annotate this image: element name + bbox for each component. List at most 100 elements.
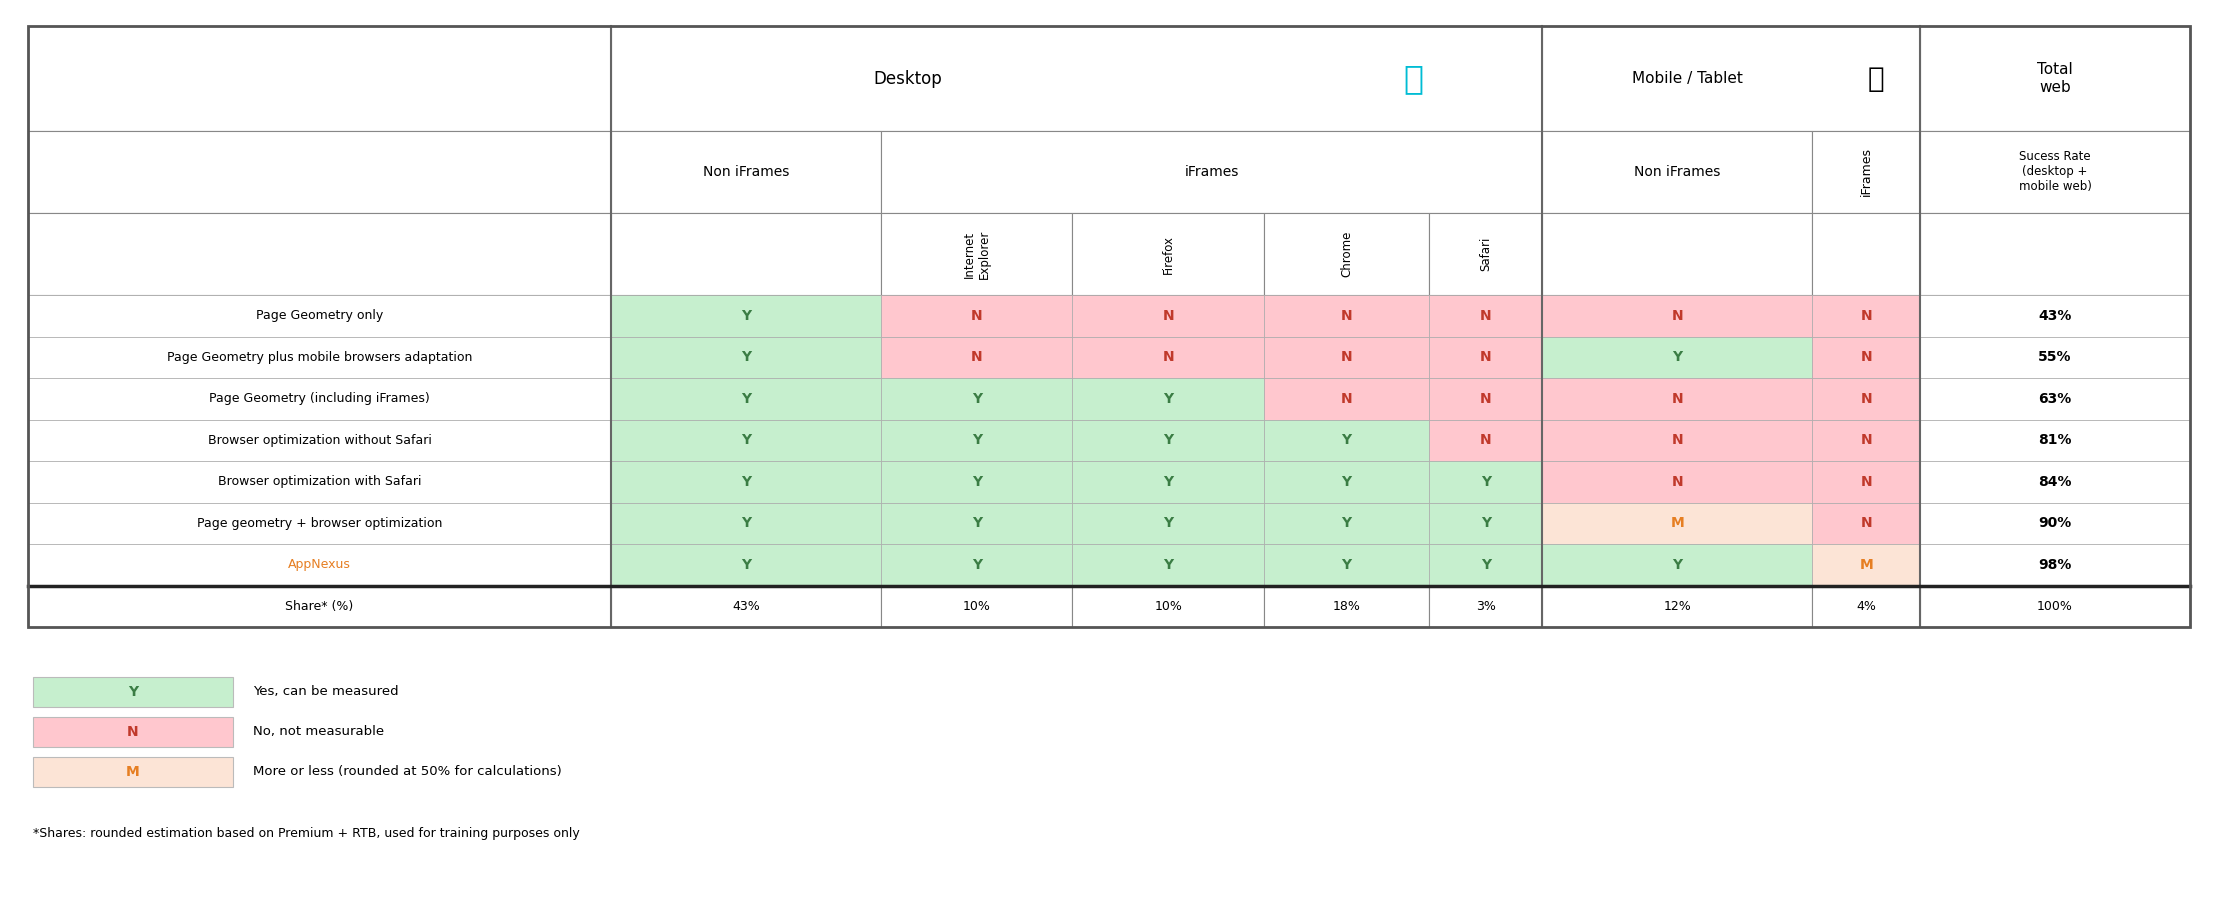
Bar bbox=[1543, 131, 1813, 213]
Bar bbox=[1813, 295, 1920, 336]
Bar bbox=[881, 585, 1072, 627]
Bar bbox=[29, 26, 2190, 627]
Bar bbox=[1543, 26, 1920, 131]
Text: N: N bbox=[972, 351, 983, 364]
Text: Total
web: Total web bbox=[2037, 63, 2072, 95]
Bar bbox=[1430, 544, 1543, 585]
Bar bbox=[1072, 461, 1264, 503]
Text: *Shares: rounded estimation based on Premium + RTB, used for training purposes o: *Shares: rounded estimation based on Pre… bbox=[33, 827, 580, 840]
Text: Y: Y bbox=[128, 685, 137, 699]
Text: More or less (rounded at 50% for calculations): More or less (rounded at 50% for calcula… bbox=[252, 766, 562, 778]
Bar bbox=[1813, 461, 1920, 503]
Bar bbox=[1543, 544, 1813, 585]
Bar bbox=[881, 544, 1072, 585]
Text: 81%: 81% bbox=[2039, 433, 2072, 448]
Bar bbox=[1920, 544, 2190, 585]
Text: Non iFrames: Non iFrames bbox=[1634, 165, 1720, 179]
Text: Yes, can be measured: Yes, can be measured bbox=[252, 686, 399, 699]
Bar bbox=[881, 213, 1072, 295]
Bar bbox=[33, 717, 232, 747]
Text: Y: Y bbox=[1162, 558, 1173, 572]
Bar bbox=[1543, 585, 1813, 627]
Bar bbox=[1430, 503, 1543, 544]
Bar bbox=[1072, 295, 1264, 336]
Bar bbox=[1072, 503, 1264, 544]
Text: N: N bbox=[1672, 309, 1683, 323]
Text: 18%: 18% bbox=[1333, 600, 1362, 612]
Text: 4%: 4% bbox=[1855, 600, 1875, 612]
Text: 84%: 84% bbox=[2039, 475, 2072, 488]
Bar bbox=[1920, 419, 2190, 461]
Text: Y: Y bbox=[742, 516, 751, 530]
Text: 43%: 43% bbox=[733, 600, 759, 612]
Bar bbox=[881, 419, 1072, 461]
Text: N: N bbox=[126, 725, 139, 739]
Bar bbox=[1920, 131, 2190, 213]
Text: N: N bbox=[972, 309, 983, 323]
Text: N: N bbox=[1860, 309, 1873, 323]
Bar bbox=[1813, 378, 1920, 419]
Text: 10%: 10% bbox=[963, 600, 990, 612]
Text: N: N bbox=[1860, 475, 1873, 488]
Bar bbox=[1430, 585, 1543, 627]
Bar bbox=[881, 461, 1072, 503]
Text: Sucess Rate
(desktop +
mobile web): Sucess Rate (desktop + mobile web) bbox=[2019, 150, 2092, 194]
Text: N: N bbox=[1479, 309, 1492, 323]
Text: Y: Y bbox=[1481, 516, 1490, 530]
Text: Browser optimization with Safari: Browser optimization with Safari bbox=[217, 476, 421, 488]
Bar bbox=[881, 336, 1072, 378]
Bar bbox=[1920, 213, 2190, 295]
Text: Y: Y bbox=[742, 475, 751, 488]
Text: N: N bbox=[1479, 433, 1492, 448]
Bar bbox=[881, 295, 1072, 336]
Text: 100%: 100% bbox=[2037, 600, 2072, 612]
Bar bbox=[881, 503, 1072, 544]
Text: Y: Y bbox=[1481, 475, 1490, 488]
Text: Y: Y bbox=[972, 391, 981, 406]
Bar bbox=[1543, 295, 1813, 336]
Bar bbox=[29, 544, 611, 585]
Bar bbox=[881, 378, 1072, 419]
Text: N: N bbox=[1672, 391, 1683, 406]
Text: N: N bbox=[1860, 351, 1873, 364]
Text: N: N bbox=[1162, 351, 1173, 364]
Bar bbox=[611, 503, 881, 544]
Text: AppNexus: AppNexus bbox=[288, 558, 352, 572]
Text: Share* (%): Share* (%) bbox=[286, 600, 354, 612]
Bar bbox=[881, 131, 1543, 213]
Bar bbox=[1430, 336, 1543, 378]
Bar bbox=[1264, 336, 1430, 378]
Text: 90%: 90% bbox=[2039, 516, 2072, 530]
Bar bbox=[611, 585, 881, 627]
Text: Y: Y bbox=[1342, 558, 1353, 572]
Bar bbox=[1920, 26, 2190, 131]
Bar bbox=[1920, 295, 2190, 336]
Text: N: N bbox=[1162, 309, 1173, 323]
Bar bbox=[1920, 378, 2190, 419]
Text: Y: Y bbox=[742, 391, 751, 406]
Text: Y: Y bbox=[1162, 433, 1173, 448]
Text: N: N bbox=[1342, 391, 1353, 406]
Bar bbox=[1430, 295, 1543, 336]
Bar bbox=[33, 757, 232, 787]
Text: Y: Y bbox=[1162, 391, 1173, 406]
Bar bbox=[1813, 213, 1920, 295]
Text: 43%: 43% bbox=[2039, 309, 2072, 323]
Text: N: N bbox=[1860, 433, 1873, 448]
Text: Y: Y bbox=[1342, 475, 1353, 488]
Bar bbox=[1072, 585, 1264, 627]
Bar bbox=[1543, 336, 1813, 378]
Bar bbox=[1072, 213, 1264, 295]
Bar bbox=[1264, 378, 1430, 419]
Text: No, not measurable: No, not measurable bbox=[252, 726, 383, 738]
Bar bbox=[29, 419, 611, 461]
Bar bbox=[1264, 213, 1430, 295]
Text: Page geometry + browser optimization: Page geometry + browser optimization bbox=[197, 516, 443, 530]
Bar bbox=[611, 378, 881, 419]
Text: 98%: 98% bbox=[2039, 558, 2072, 572]
Bar bbox=[611, 131, 881, 213]
Bar bbox=[29, 461, 611, 503]
Text: Y: Y bbox=[1162, 475, 1173, 488]
Text: Firefox: Firefox bbox=[1162, 235, 1176, 274]
Text: Y: Y bbox=[1162, 516, 1173, 530]
